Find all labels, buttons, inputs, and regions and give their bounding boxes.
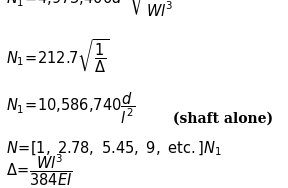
Text: $N\!=\![1,\ 2.78,\ 5.45,\ 9,\ \mathrm{etc.}]N_1$: $N\!=\![1,\ 2.78,\ 5.45,\ 9,\ \mathrm{et… xyxy=(6,139,222,158)
Text: $\Delta\!=\!\dfrac{Wl^3}{384EI}$: $\Delta\!=\!\dfrac{Wl^3}{384EI}$ xyxy=(6,153,73,188)
Text: $N_1\!=\!212.7\sqrt{\dfrac{1}{\Delta}}$: $N_1\!=\!212.7\sqrt{\dfrac{1}{\Delta}}$ xyxy=(6,38,109,75)
Text: $N_1\!=\!4{,}973{,}400d^2\sqrt{\dfrac{1}{Wl^3}}$: $N_1\!=\!4{,}973{,}400d^2\sqrt{\dfrac{1}… xyxy=(6,0,178,19)
Text: $N_1\!=\!10{,}586{,}740\dfrac{d}{l^2}$: $N_1\!=\!10{,}586{,}740\dfrac{d}{l^2}$ xyxy=(6,91,135,126)
Text: (shaft alone): (shaft alone) xyxy=(173,112,273,126)
